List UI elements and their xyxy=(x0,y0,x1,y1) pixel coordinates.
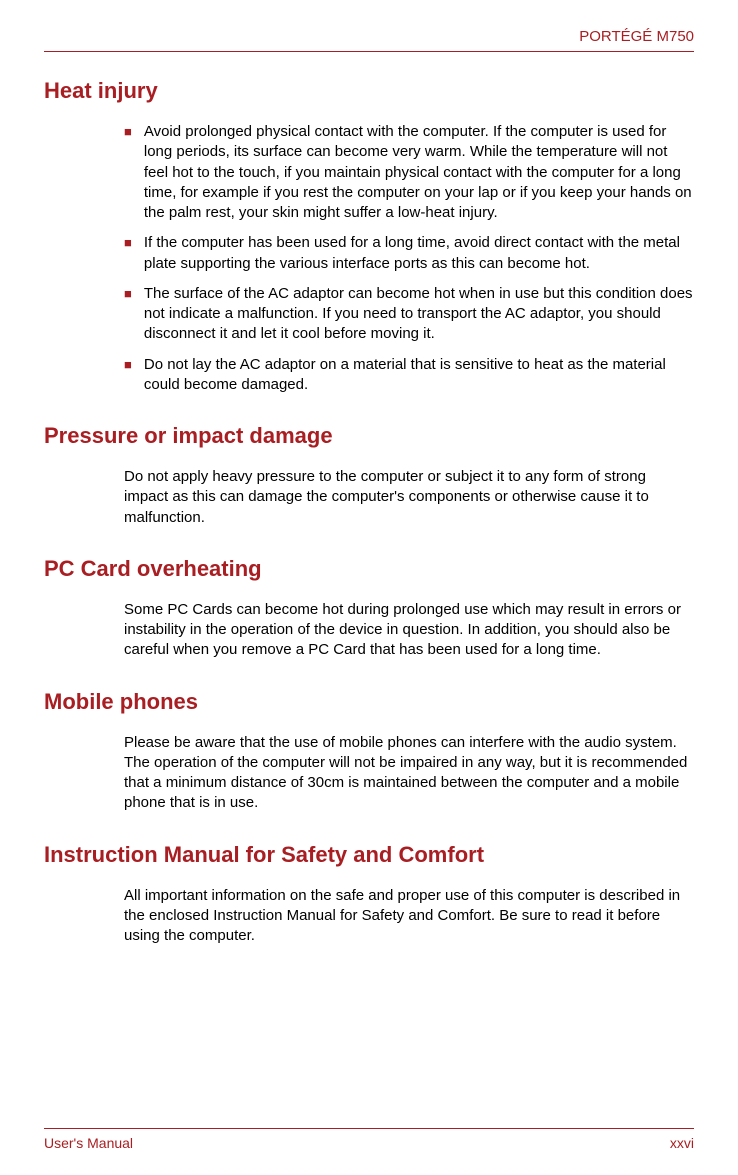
content-instruction: All important information on the safe an… xyxy=(124,886,694,947)
heading-heat-injury: Heat injury xyxy=(44,78,694,104)
heading-pc-card: PC Card overheating xyxy=(44,556,694,582)
bullet-list-heat-injury: ■ Avoid prolonged physical contact with … xyxy=(124,122,694,395)
footer-right: xxvi xyxy=(670,1135,694,1151)
bullet-text: The surface of the AC adaptor can become… xyxy=(144,284,694,345)
bullet-text: Do not lay the AC adaptor on a material … xyxy=(144,355,694,396)
paragraph-text: Please be aware that the use of mobile p… xyxy=(124,733,694,814)
page-footer: User's Manual xxvi xyxy=(44,1128,694,1151)
content-pressure: Do not apply heavy pressure to the compu… xyxy=(124,467,694,528)
paragraph-text: Do not apply heavy pressure to the compu… xyxy=(124,467,694,528)
square-bullet-icon: ■ xyxy=(124,233,132,253)
bullet-text: If the computer has been used for a long… xyxy=(144,233,694,274)
paragraph-text: Some PC Cards can become hot during prol… xyxy=(124,600,694,661)
paragraph-text: All important information on the safe an… xyxy=(124,886,694,947)
content-heat-injury: ■ Avoid prolonged physical contact with … xyxy=(124,122,694,395)
bullet-text: Avoid prolonged physical contact with th… xyxy=(144,122,694,223)
footer-left: User's Manual xyxy=(44,1135,133,1151)
heading-mobile: Mobile phones xyxy=(44,689,694,715)
square-bullet-icon: ■ xyxy=(124,122,132,142)
content-pc-card: Some PC Cards can become hot during prol… xyxy=(124,600,694,661)
list-item: ■ If the computer has been used for a lo… xyxy=(124,233,694,274)
heading-pressure: Pressure or impact damage xyxy=(44,423,694,449)
page-header: PORTÉGÉ M750 xyxy=(44,28,694,52)
square-bullet-icon: ■ xyxy=(124,284,132,304)
list-item: ■ Avoid prolonged physical contact with … xyxy=(124,122,694,223)
product-name: PORTÉGÉ M750 xyxy=(579,28,694,45)
heading-instruction: Instruction Manual for Safety and Comfor… xyxy=(44,842,694,868)
list-item: ■ Do not lay the AC adaptor on a materia… xyxy=(124,355,694,396)
list-item: ■ The surface of the AC adaptor can beco… xyxy=(124,284,694,345)
content-mobile: Please be aware that the use of mobile p… xyxy=(124,733,694,814)
square-bullet-icon: ■ xyxy=(124,355,132,375)
